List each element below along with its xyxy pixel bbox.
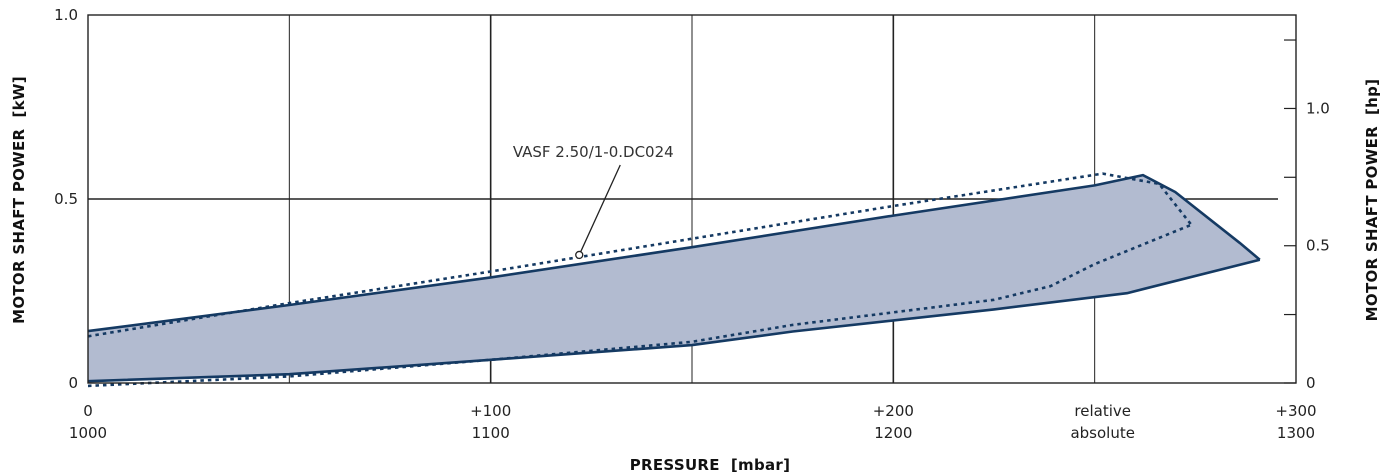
y-tick-label-left: 0.5 (54, 190, 78, 208)
x-tick-label-relative: +200 (873, 402, 914, 420)
y-tick-label-left: 1.0 (54, 6, 78, 24)
plot-frame (87, 14, 1297, 384)
series-dotted-upper-line (87, 172, 1193, 338)
y-tick-label-right: 1.0 (1306, 99, 1330, 117)
tick-layer: 0 0.5 1.0 0 0.5 1.0 0 1000 +100 1100 +200 1200 +300 1… (54, 6, 1330, 442)
x-tick-label-absolute: 1200 (874, 424, 912, 442)
y-tick-label-right: 0.5 (1306, 237, 1330, 255)
x-tick-label-absolute: 1000 (69, 424, 107, 442)
x-tick-label-relative: +100 (470, 402, 511, 420)
y-tick-label-left: 0 (68, 374, 78, 392)
x-scale-label-absolute: absolute (1070, 424, 1135, 442)
annotation-leader (578, 164, 621, 256)
area-layer (88, 175, 1260, 382)
line-layer (87, 172, 1261, 388)
series-solid-lower-line (87, 258, 1261, 383)
x-tick-label-absolute: 1100 (472, 424, 510, 442)
x-tick-label-relative: 0 (83, 402, 93, 420)
series-dotted-lower-line (87, 223, 1192, 388)
x-scale-label-relative: relative (1074, 402, 1131, 420)
annotation-label: VASF 2.50/1-0.DC024 (513, 143, 674, 161)
y-axis-title-left: MOTOR SHAFT POWER [kW] (10, 76, 28, 324)
annotation-marker (575, 250, 584, 260)
series-solid-upper-line (87, 173, 1261, 333)
y-axis-title-right: MOTOR SHAFT POWER [hp] (1363, 79, 1381, 322)
annotation-layer: VASF 2.50/1-0.DC024 (513, 143, 674, 260)
x-tick-label-absolute: 1300 (1277, 424, 1315, 442)
envelope-area (88, 175, 1260, 382)
x-axis-title: PRESSURE [mbar] (630, 456, 791, 474)
x-tick-label-relative: +300 (1275, 402, 1316, 420)
y-tick-label-right: 0 (1306, 374, 1316, 392)
